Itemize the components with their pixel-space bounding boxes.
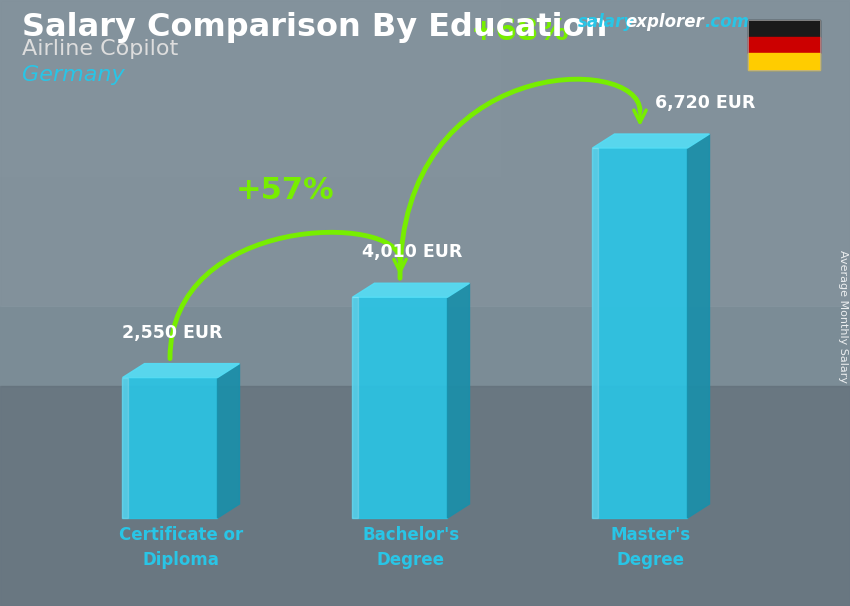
Text: Germany: Germany [22,65,125,85]
Bar [0,386,850,606]
Text: +57%: +57% [235,176,334,205]
Bar [592,148,688,518]
Text: 4,010 EUR: 4,010 EUR [362,243,462,261]
Polygon shape [353,283,469,297]
Bar [748,37,820,53]
Bar [353,297,359,518]
Text: 6,720 EUR: 6,720 EUR [655,94,756,112]
Text: .com: .com [704,13,749,31]
Bar [0,0,850,306]
Polygon shape [592,134,710,148]
Polygon shape [447,283,469,518]
Text: Salary Comparison By Education: Salary Comparison By Education [22,12,608,43]
Text: explorer: explorer [625,13,704,31]
Polygon shape [688,134,710,518]
Bar [122,378,218,518]
Polygon shape [218,364,240,518]
Text: Certificate or
Diploma: Certificate or Diploma [119,526,243,569]
Bar [122,378,128,518]
Text: Bachelor's
Degree: Bachelor's Degree [362,526,460,569]
Bar [748,20,820,37]
Text: salary: salary [578,13,635,31]
Text: 2,550 EUR: 2,550 EUR [122,324,223,342]
Bar [353,297,447,518]
Text: Airline Copilot: Airline Copilot [22,39,178,59]
Text: Master's
Degree: Master's Degree [611,526,691,569]
Text: +68%: +68% [471,17,570,46]
Bar [0,0,500,176]
Bar [592,148,598,518]
Bar [748,20,820,70]
Text: Average Monthly Salary: Average Monthly Salary [838,250,848,382]
Polygon shape [122,364,240,378]
Bar [748,53,820,70]
